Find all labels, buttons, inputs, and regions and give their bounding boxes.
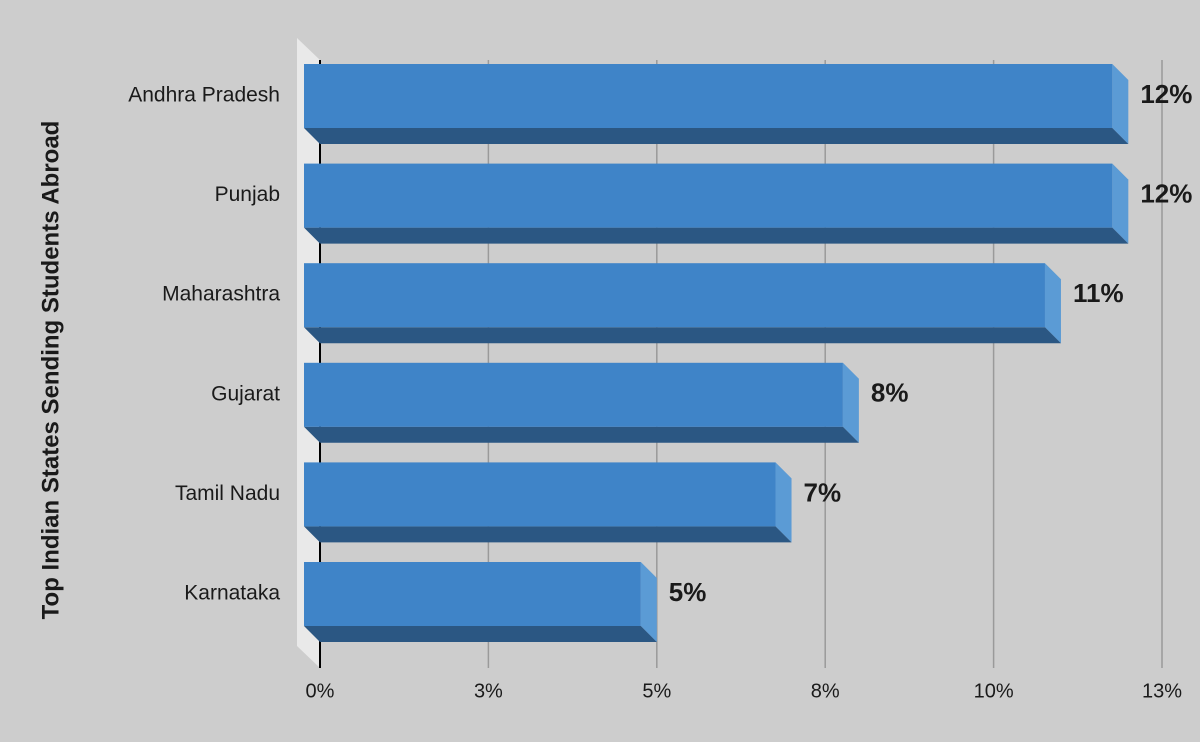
bar-bottom (304, 327, 1061, 344)
y-axis-title: Top Indian States Sending Students Abroa… (37, 121, 64, 620)
x-tick-label: 3% (474, 680, 503, 702)
x-tick-label: 0% (306, 680, 335, 702)
y-tick-label: Andhra Pradesh (128, 84, 280, 107)
value-label: 7% (804, 477, 842, 507)
bar-side (1112, 64, 1129, 144)
bar-bottom (304, 227, 1129, 244)
value-label: 5% (669, 577, 707, 607)
y-tick-label: Karnataka (184, 582, 280, 605)
bar (304, 64, 1113, 128)
bar (304, 562, 641, 626)
x-tick-label: 10% (974, 680, 1014, 702)
bar (304, 362, 843, 427)
bar (304, 163, 1113, 228)
bar-side (1112, 163, 1129, 244)
bar (304, 462, 776, 527)
y-tick-label: Gujarat (211, 382, 280, 405)
x-tick-label: 13% (1142, 680, 1182, 702)
y-tick-label: Punjab (215, 183, 280, 206)
x-tick-label: 5% (642, 680, 671, 702)
bar-bottom (304, 128, 1129, 144)
value-label: 8% (871, 378, 909, 408)
y-tick-label: Tamil Nadu (175, 482, 280, 505)
value-label: 12% (1140, 79, 1192, 109)
value-label: 11% (1073, 278, 1124, 308)
bar-side (1044, 263, 1061, 344)
value-label: 12% (1140, 178, 1192, 208)
x-tick-label: 8% (811, 680, 840, 702)
y-tick-label: Maharashtra (162, 283, 280, 306)
bar-side (775, 462, 792, 543)
bar-side (640, 562, 657, 642)
bar-bottom (304, 626, 657, 642)
bar (304, 263, 1045, 328)
bar-bottom (304, 426, 859, 443)
bar-bottom (304, 526, 792, 543)
bar-side (842, 362, 859, 443)
